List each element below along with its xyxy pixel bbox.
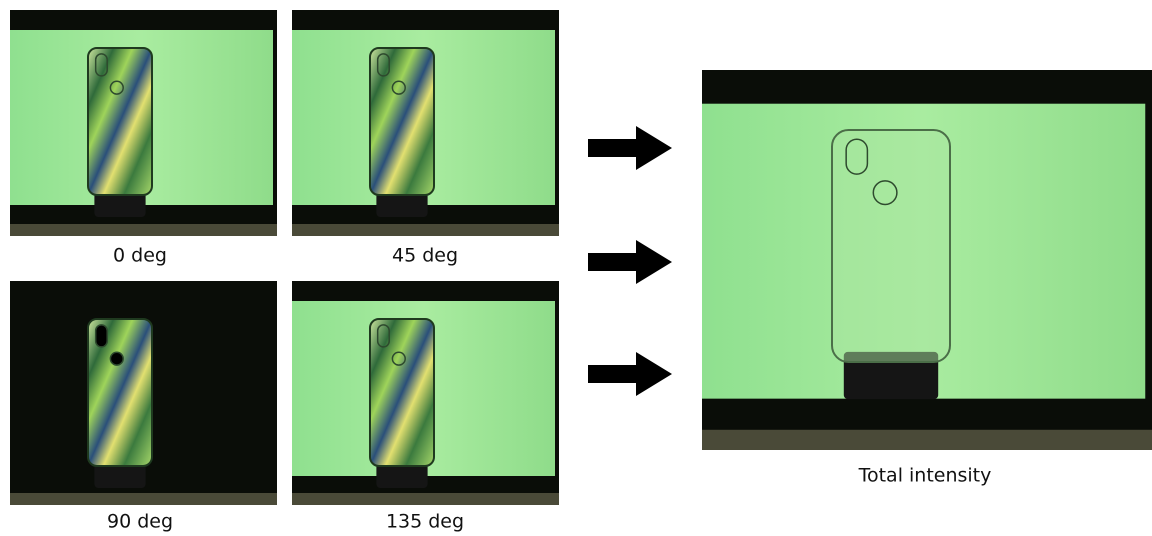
arrows [588, 126, 672, 396]
sensor [110, 352, 123, 365]
phone-case [370, 319, 434, 466]
desk [292, 224, 559, 236]
arrow [588, 240, 672, 284]
figure: 0 deg 45 deg 90 deg 135 deg Total intens… [0, 0, 1152, 536]
photos [10, 10, 1152, 505]
phone-case [88, 48, 152, 195]
phone-case [832, 130, 950, 362]
photo [10, 281, 277, 505]
photo [292, 281, 559, 505]
arrow [588, 352, 672, 396]
desk [10, 224, 277, 236]
desk [292, 493, 559, 505]
photo [292, 10, 559, 236]
camera [96, 325, 108, 347]
desk [702, 430, 1152, 450]
arrow [588, 126, 672, 170]
panel-label: 90 deg [107, 511, 173, 533]
panel-label: 45 deg [392, 245, 458, 267]
photo [10, 10, 277, 236]
photo [702, 70, 1152, 450]
phone-case [370, 48, 434, 195]
panel-label: 0 deg [113, 245, 167, 267]
result-label: Total intensity [858, 465, 992, 487]
panel-label: 135 deg [386, 511, 464, 533]
desk [10, 493, 277, 505]
